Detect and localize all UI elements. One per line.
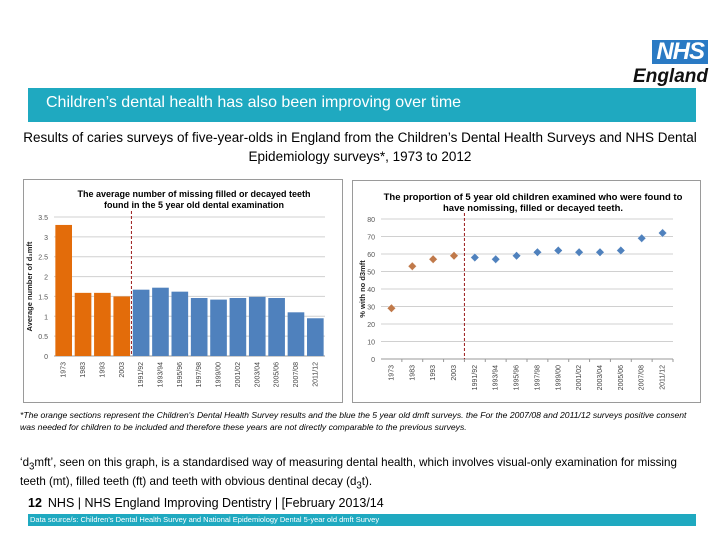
data-source-text: Data source/s: Children's Dental Health … <box>30 515 380 524</box>
definition-suffix: t). <box>361 475 373 489</box>
data-point <box>637 233 647 243</box>
bar-chart: 0 0.5 1 1.5 2 2.5 3 3.5 Average number of d₃mft 1… <box>25 211 325 387</box>
x-tick-label: 1991/92 <box>472 365 479 390</box>
x-tick-label: 2011/12 <box>660 365 667 390</box>
data-point <box>616 246 626 255</box>
x-tick-label: 1999/00 <box>555 365 562 390</box>
page-number: 12 <box>28 496 42 510</box>
bar <box>113 296 131 356</box>
x-tick-label: 1983 <box>80 362 87 378</box>
x-tick-label: 1973 <box>61 362 68 378</box>
y-tick-label: 70 <box>367 235 375 242</box>
definition-subscript: 3 <box>29 461 35 473</box>
data-point <box>470 253 480 262</box>
bar <box>94 292 111 356</box>
x-tick-label: 2011/12 <box>312 362 319 387</box>
y-tick-label: 0.5 <box>38 334 48 341</box>
x-tick-label: 2003 <box>451 365 458 381</box>
y-axis-label: Average number of d₃mft <box>25 241 34 331</box>
title-banner: Children’s dental health has also been i… <box>28 88 696 122</box>
x-tick-label: 1993/94 <box>493 365 500 390</box>
data-point <box>532 247 542 257</box>
data-point <box>386 303 396 313</box>
y-tick-label: 80 <box>367 217 375 224</box>
data-point <box>658 228 668 238</box>
y-tick-label: 20 <box>367 322 375 329</box>
x-tick-label: 2003/04 <box>254 362 261 387</box>
data-point <box>512 251 522 261</box>
y-tick-label: 3 <box>44 235 48 242</box>
y-tick-label: 1 <box>44 314 48 321</box>
x-tick-label: 1991/92 <box>138 362 145 387</box>
data-point <box>553 246 563 255</box>
data-point <box>449 251 459 261</box>
data-point <box>491 254 501 264</box>
nhs-logo-mark: NHS <box>652 40 708 64</box>
y-tick-label: 3.5 <box>38 215 48 222</box>
page-subtitle: Results of caries surveys of five-year-o… <box>23 130 697 164</box>
england-logo-text: England <box>633 66 708 87</box>
y-tick-label: 1.5 <box>38 294 48 301</box>
data-point <box>574 247 584 257</box>
definition-subscript-2: 3 <box>356 480 362 492</box>
bar <box>268 298 285 356</box>
bar <box>171 291 189 356</box>
definition-prefix: ‘d <box>20 456 30 469</box>
definition-text: ‘d3mft’, seen on this graph, is a standa… <box>20 455 704 494</box>
x-tick-label: 1999/00 <box>216 362 223 387</box>
bar <box>229 298 247 356</box>
y-tick-label: 0 <box>44 354 48 361</box>
bar <box>248 296 266 356</box>
scatter-chart-title: The proportion of 5 year old children ex… <box>383 192 683 214</box>
bar <box>287 312 305 356</box>
bar <box>210 299 227 356</box>
x-tick-label: 2007/08 <box>293 362 300 387</box>
x-tick-label: 2001/02 <box>235 362 242 387</box>
y-tick-label: 2.5 <box>38 255 48 262</box>
data-point <box>595 247 605 257</box>
scatter-chart-panel: The proportion of 5 year old children ex… <box>352 180 701 403</box>
x-tick-label: 1997/98 <box>534 365 541 390</box>
bar <box>306 318 324 356</box>
bar <box>55 224 73 356</box>
y-tick-label: 10 <box>367 340 375 347</box>
scatter-chart: 0 10 20 30 40 50 60 70 80 % with no d3mft 1973 1983… <box>358 213 674 390</box>
x-tick-label: 1993/94 <box>157 362 164 387</box>
data-source-bar: Data source/s: Children's Dental Health … <box>28 514 696 526</box>
nhs-england-logo: NHS England <box>628 40 708 88</box>
x-tick-label: 1973 <box>388 365 395 381</box>
bar <box>190 298 208 356</box>
x-tick-label: 1995/96 <box>514 365 521 390</box>
footer: 12 NHS | NHS England Improving Dentistry … <box>28 496 384 510</box>
x-tick-label: 2007/08 <box>639 365 646 390</box>
x-tick-label: 2005/06 <box>274 362 281 387</box>
page-title: Children’s dental health has also been i… <box>46 94 462 111</box>
y-tick-label: 40 <box>367 287 375 294</box>
y-tick-label: 2 <box>44 275 48 282</box>
data-point <box>407 261 417 271</box>
x-tick-label: 2003/04 <box>597 365 604 390</box>
y-tick-label: 0 <box>371 357 375 364</box>
y-tick-label: 50 <box>367 270 375 277</box>
x-tick-label: 1983 <box>409 365 416 381</box>
bar <box>132 289 150 356</box>
y-tick-label: 60 <box>367 252 375 259</box>
y-axis-label: % with no d3mft <box>358 260 367 318</box>
data-point <box>428 254 438 264</box>
y-tick-label: 30 <box>367 305 375 312</box>
bar <box>152 287 169 356</box>
x-tick-label: 2003 <box>119 362 126 378</box>
x-tick-label: 2001/02 <box>576 365 583 390</box>
bar <box>74 292 92 356</box>
x-tick-label: 1993 <box>99 362 106 378</box>
x-tick-label: 1993 <box>430 365 437 381</box>
footnote: *The orange sections represent the Child… <box>20 410 687 432</box>
definition-body: mft’, seen on this graph, is a standardi… <box>20 456 677 489</box>
bar-chart-panel: The average number of missing filled or … <box>23 179 343 403</box>
x-tick-label: 2005/06 <box>618 365 625 390</box>
x-tick-label: 1997/98 <box>196 362 203 387</box>
bar-chart-title: The average number of missing filled or … <box>77 189 311 210</box>
x-tick-label: 1995/96 <box>177 362 184 387</box>
footer-text: NHS | NHS England Improving Dentistry | … <box>47 496 384 510</box>
